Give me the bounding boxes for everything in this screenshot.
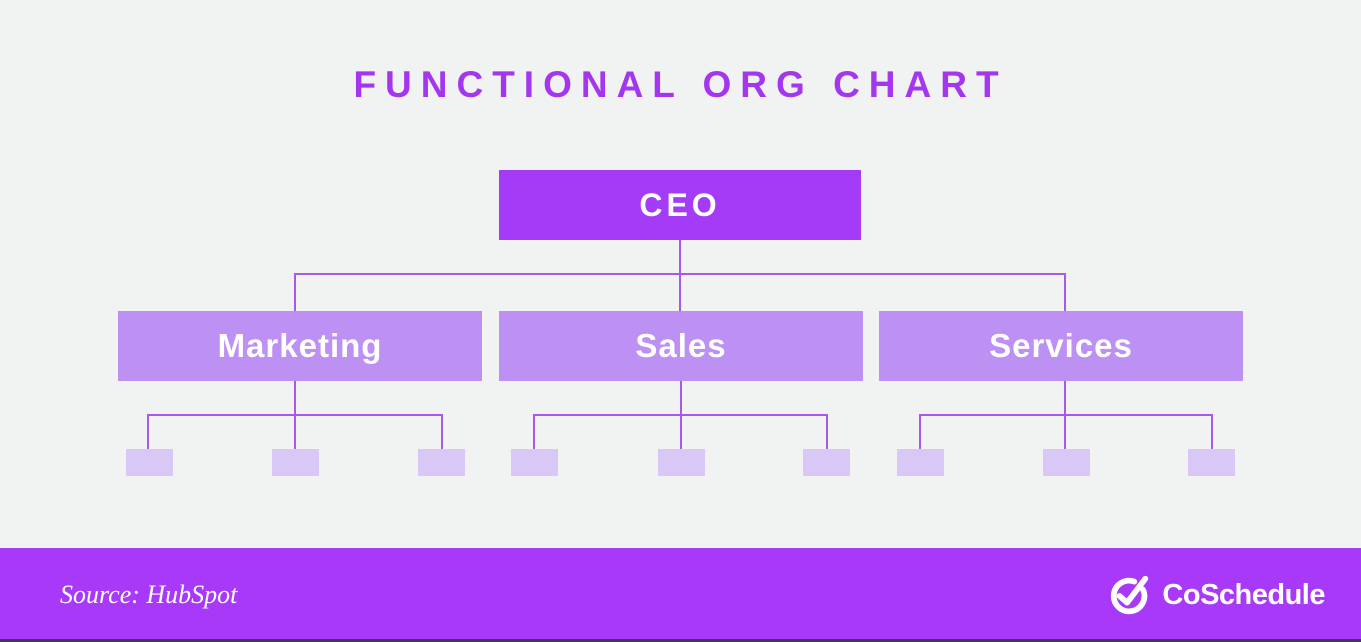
connector-line	[147, 414, 149, 449]
connector-line	[147, 414, 443, 416]
org-node-leaf	[1188, 449, 1235, 476]
org-node-services: Services	[879, 311, 1243, 381]
connector-line	[826, 414, 828, 449]
connector-line	[919, 414, 1213, 416]
org-node-marketing: Marketing	[118, 311, 482, 381]
source-credit: Source: HubSpot	[60, 580, 238, 609]
org-node-leaf	[1043, 449, 1090, 476]
connector-line	[441, 414, 443, 449]
connector-line	[533, 414, 828, 416]
coschedule-checkmark-icon	[1111, 575, 1149, 615]
connector-line	[533, 414, 535, 449]
org-node-leaf	[511, 449, 558, 476]
org-node-sales: Sales	[499, 311, 863, 381]
org-node-leaf	[658, 449, 705, 476]
org-node-leaf	[803, 449, 850, 476]
org-node-ceo: CEO	[499, 170, 861, 240]
connector-line	[919, 414, 921, 449]
connector-line	[1064, 273, 1066, 311]
footer-bar: Source: HubSpot CoSchedule	[0, 548, 1361, 642]
org-node-leaf	[272, 449, 319, 476]
coschedule-wordmark: CoSchedule	[1162, 578, 1325, 611]
connector-line	[679, 273, 681, 311]
org-node-leaf	[897, 449, 944, 476]
coschedule-logo: CoSchedule	[1107, 570, 1325, 620]
org-node-leaf	[126, 449, 173, 476]
connector-line	[1211, 414, 1213, 449]
connector-line	[294, 273, 296, 311]
connector-line	[679, 240, 681, 274]
org-node-leaf	[418, 449, 465, 476]
page-title: FUNCTIONAL ORG CHART	[353, 64, 1008, 105]
